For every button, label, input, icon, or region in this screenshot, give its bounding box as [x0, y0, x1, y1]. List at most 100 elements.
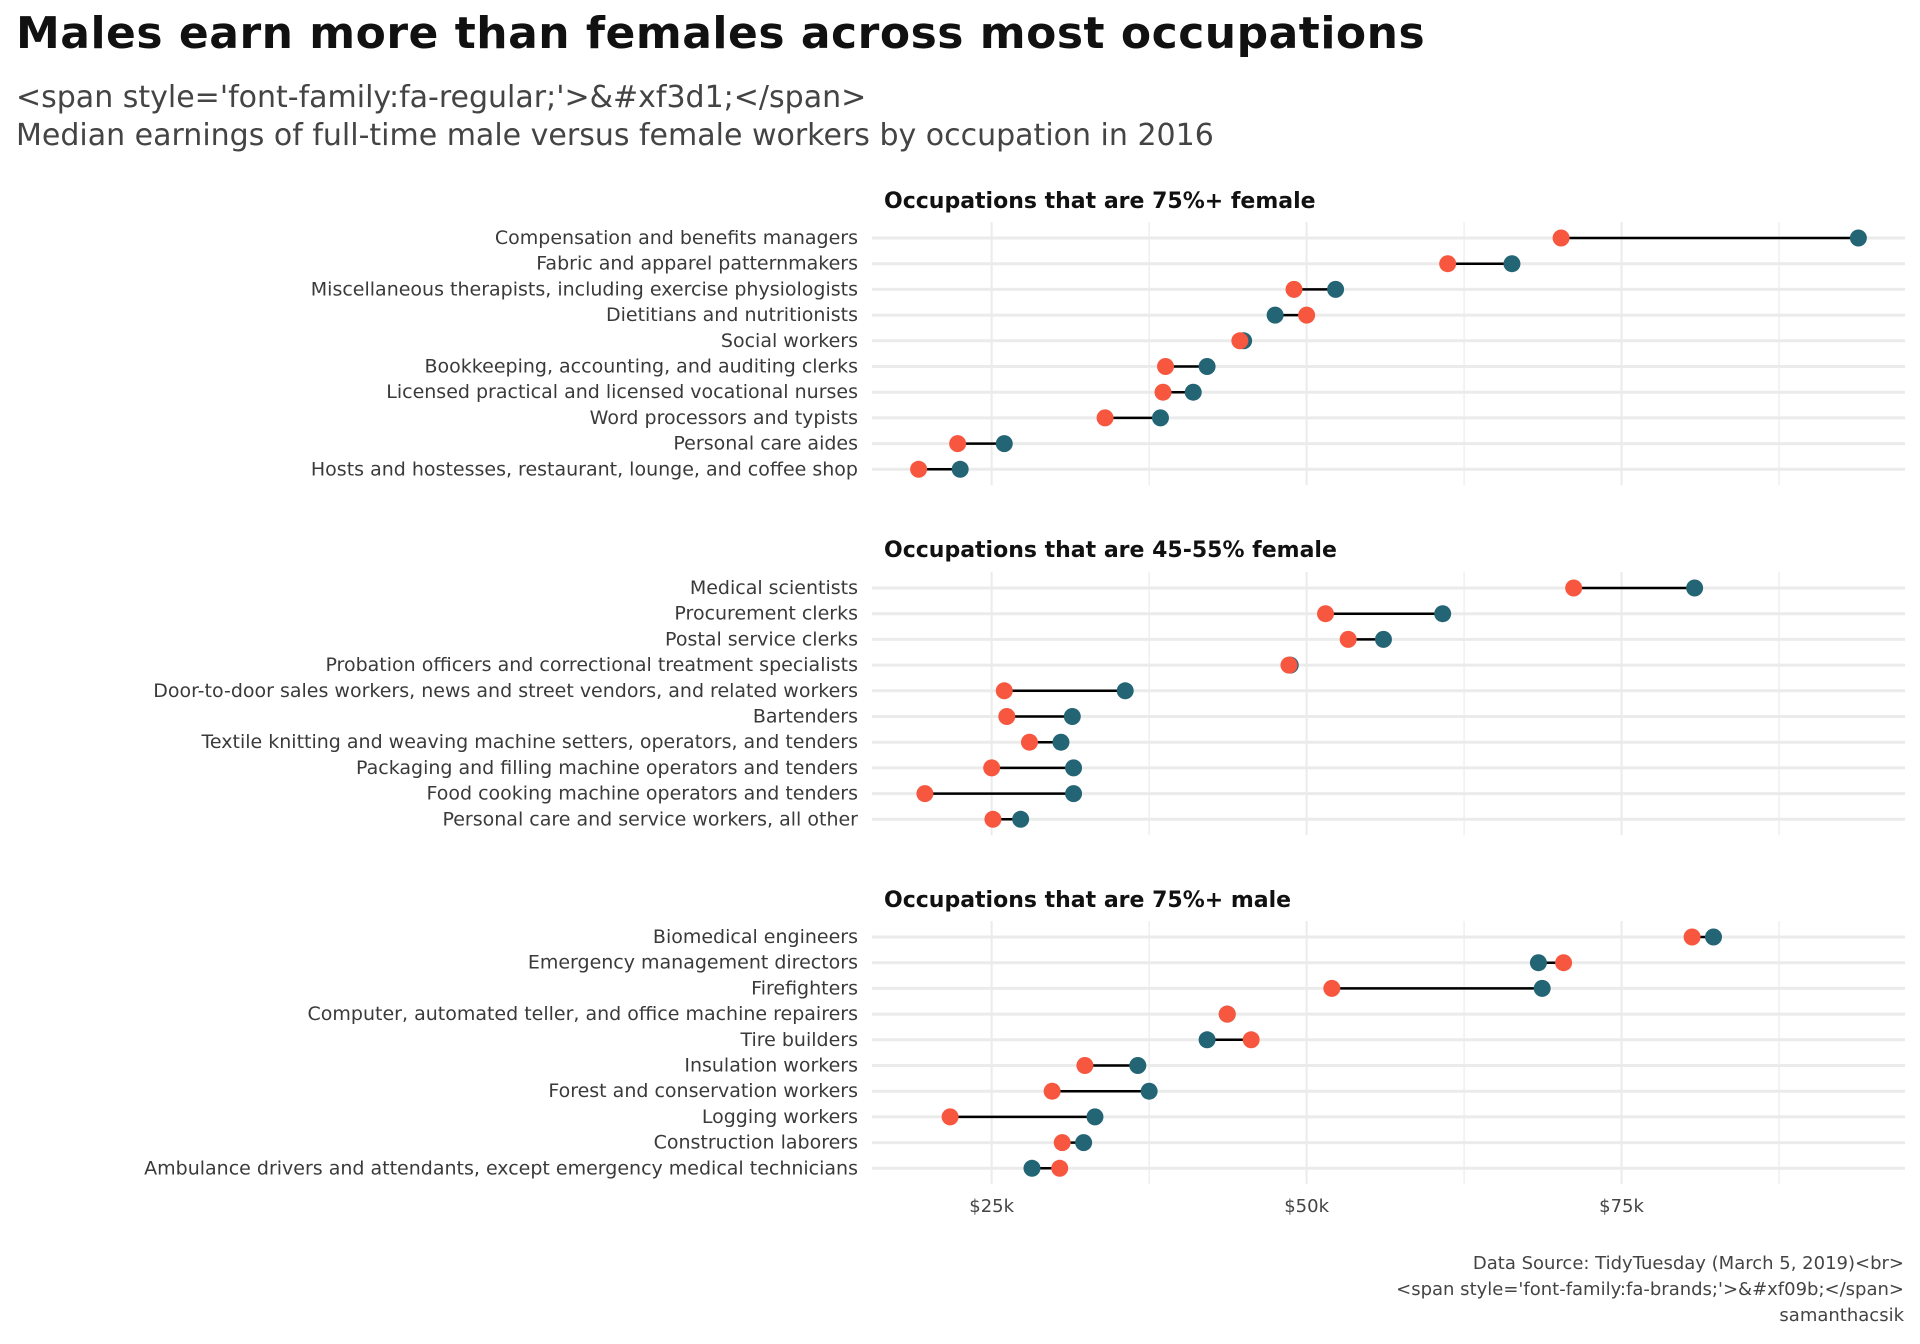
male-earnings-point — [1198, 358, 1216, 375]
facet-title: Occupations that are 75%+ male — [884, 888, 1291, 913]
female-earnings-point — [1555, 954, 1573, 972]
occupation-label: Insulation workers — [684, 1055, 858, 1077]
male-earnings-point — [1266, 306, 1284, 324]
female-earnings-point — [998, 708, 1016, 725]
occupation-label: Fabric and apparel patternmakers — [536, 253, 858, 275]
occupation-label: Firefighters — [751, 977, 858, 999]
male-earnings-point — [1075, 1134, 1093, 1152]
occupation-label: Compensation and benefits managers — [495, 227, 858, 249]
female-earnings-point — [910, 460, 928, 478]
male-earnings-point — [951, 460, 969, 478]
occupation-label: Textile knitting and weaving machine set… — [201, 731, 858, 753]
occupation-label: Probation officers and correctional trea… — [325, 654, 858, 676]
female-earnings-point — [1552, 229, 1570, 247]
female-earnings-point — [1280, 656, 1298, 674]
female-earnings-point — [1157, 358, 1175, 375]
male-earnings-point — [1065, 759, 1083, 777]
female-earnings-point — [983, 759, 1001, 777]
male-earnings-point — [1503, 255, 1521, 273]
male-earnings-point — [1198, 1031, 1216, 1049]
male-earnings-point — [1063, 708, 1081, 725]
occupation-label: Computer, automated teller, and office m… — [308, 1003, 858, 1025]
male-earnings-point — [1023, 1159, 1041, 1177]
facet-title: Occupations that are 75%+ female — [884, 189, 1316, 214]
male-earnings-point — [1705, 928, 1723, 946]
occupation-label: Food cooking machine operators and tende… — [427, 783, 859, 805]
chart-subtitle-icon-markup: <span style='font-family:fa-regular;'>&#… — [16, 80, 867, 115]
male-earnings-point — [1374, 630, 1392, 648]
occupation-label: Licensed practical and licensed vocation… — [386, 381, 858, 403]
male-earnings-point — [1140, 1082, 1158, 1100]
female-earnings-point — [941, 1108, 959, 1126]
male-earnings-point — [1052, 733, 1070, 751]
occupation-label: Personal care aides — [673, 433, 858, 455]
male-earnings-point — [1151, 409, 1169, 427]
occupation-label: Ambulance drivers and attendants, except… — [144, 1157, 858, 1179]
occupation-label: Personal care and service workers, all o… — [442, 808, 858, 830]
female-earnings-point — [949, 435, 967, 453]
female-earnings-point — [1298, 306, 1316, 324]
caption-github-icon-markup: <span style='font-family:fa-brands;'>&#x… — [1396, 1279, 1904, 1300]
female-earnings-point — [916, 785, 934, 803]
male-earnings-point — [1533, 979, 1551, 997]
female-earnings-point — [1285, 280, 1303, 298]
male-earnings-point — [1129, 1057, 1147, 1074]
x-tick-label: $25k — [969, 1196, 1014, 1217]
occupation-label: Medical scientists — [690, 577, 858, 599]
occupation-label: Procurement clerks — [674, 603, 858, 625]
male-earnings-point — [1434, 605, 1452, 623]
chart-title: Males earn more than females across most… — [16, 8, 1426, 59]
x-tick-label: $75k — [1599, 1196, 1644, 1217]
female-earnings-point — [1051, 1159, 1069, 1177]
occupation-label: Tire builders — [739, 1029, 858, 1051]
occupation-label: Forest and conservation workers — [548, 1080, 858, 1102]
occupation-label: Hosts and hostesses, restaurant, lounge,… — [311, 458, 858, 480]
occupation-label: Word processors and typists — [590, 407, 858, 429]
female-earnings-point — [995, 682, 1013, 700]
female-earnings-point — [1439, 255, 1457, 273]
male-earnings-point — [1065, 785, 1083, 803]
occupation-label: Miscellaneous therapists, including exer… — [311, 278, 858, 300]
occupation-label: Bookkeeping, accounting, and auditing cl… — [425, 356, 858, 378]
male-earnings-point — [1686, 579, 1704, 597]
facet-title: Occupations that are 45-55% female — [884, 538, 1337, 563]
female-earnings-point — [1323, 979, 1341, 997]
occupation-label: Dietitians and nutritionists — [606, 304, 858, 326]
female-earnings-point — [1218, 1005, 1236, 1023]
occupation-label: Social workers — [721, 330, 858, 352]
caption-author: samanthacsik — [1779, 1305, 1904, 1326]
caption-data-source: Data Source: TidyTuesday (March 5, 2019)… — [1472, 1253, 1904, 1274]
male-earnings-point — [995, 435, 1013, 453]
occupation-label: Biomedical engineers — [653, 926, 858, 948]
occupation-label: Bartenders — [753, 706, 858, 728]
female-earnings-point — [1242, 1031, 1260, 1049]
female-earnings-point — [1683, 928, 1701, 946]
female-earnings-point — [1020, 733, 1038, 751]
female-earnings-point — [1565, 579, 1583, 597]
occupation-label: Postal service clerks — [665, 628, 858, 650]
male-earnings-point — [1116, 682, 1134, 700]
male-earnings-point — [1184, 383, 1202, 401]
female-earnings-point — [1231, 332, 1249, 350]
occupation-label: Emergency management directors — [528, 952, 858, 974]
occupation-label: Packaging and filling machine operators … — [356, 757, 858, 779]
x-tick-label: $50k — [1284, 1196, 1329, 1217]
male-earnings-point — [1849, 229, 1867, 247]
chart-subtitle: Median earnings of full-time male versus… — [16, 118, 1214, 153]
female-earnings-point — [984, 810, 1002, 828]
female-earnings-point — [1154, 383, 1172, 401]
female-earnings-point — [1076, 1057, 1094, 1074]
occupation-label: Construction laborers — [654, 1132, 858, 1154]
male-earnings-point — [1327, 280, 1345, 298]
male-earnings-point — [1529, 954, 1547, 972]
female-earnings-point — [1339, 630, 1357, 648]
occupation-label: Door-to-door sales workers, news and str… — [153, 680, 858, 702]
female-earnings-point — [1043, 1082, 1061, 1100]
occupation-label: Logging workers — [702, 1106, 858, 1128]
male-earnings-point — [1086, 1108, 1104, 1126]
male-earnings-point — [1012, 810, 1030, 828]
female-earnings-point — [1096, 409, 1114, 427]
female-earnings-point — [1053, 1134, 1071, 1152]
female-earnings-point — [1317, 605, 1335, 623]
